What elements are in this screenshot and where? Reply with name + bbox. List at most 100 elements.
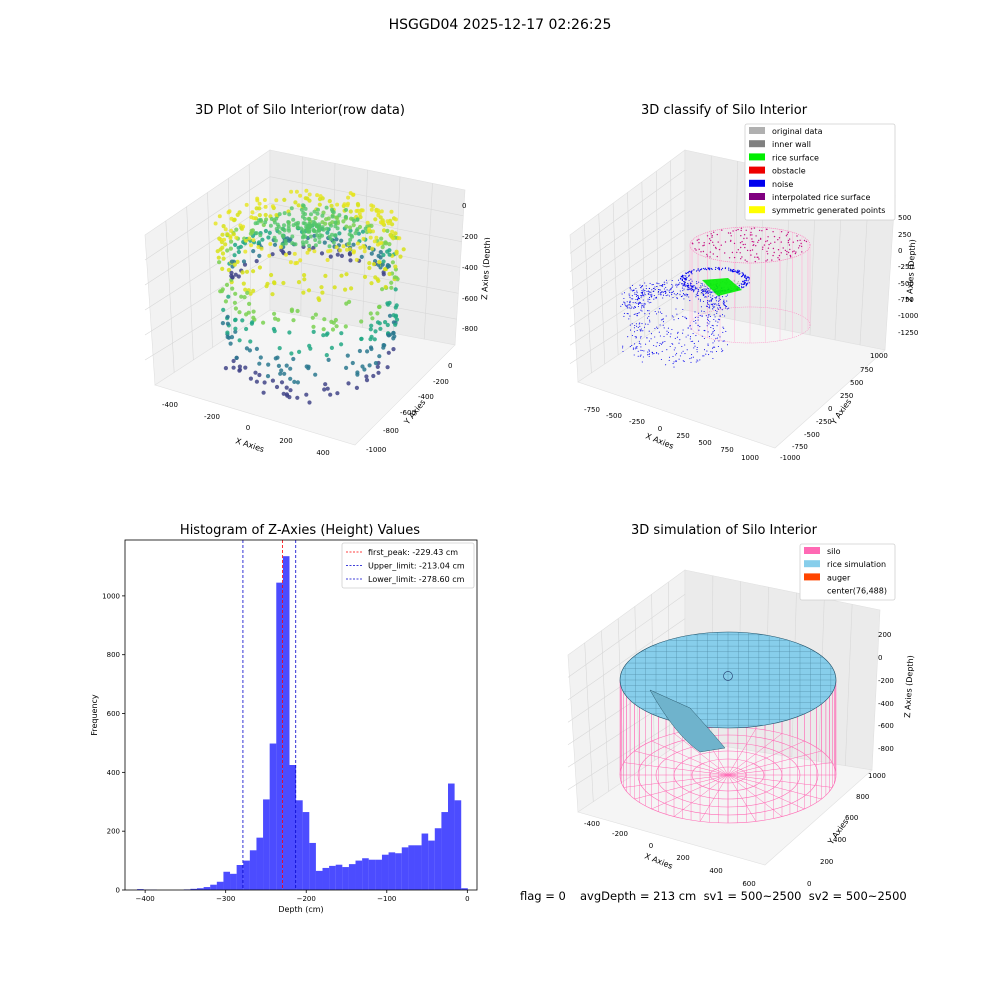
original-point (700, 286, 702, 288)
noise-point (629, 302, 631, 304)
noise-point (745, 285, 747, 287)
original-point (700, 289, 702, 291)
noise-point (681, 283, 683, 285)
surface-point (300, 240, 305, 245)
noise-point (677, 284, 679, 286)
legend-label: auger (827, 573, 851, 582)
noise-point (675, 294, 677, 296)
noise-point (646, 317, 649, 319)
noise-point (736, 270, 738, 272)
noise-point (695, 294, 697, 296)
noise-point (688, 274, 690, 276)
grid-line (569, 289, 686, 364)
noise-point (676, 286, 678, 288)
surface-point (308, 224, 313, 228)
original-point (704, 289, 706, 291)
noise-point (694, 287, 696, 289)
z-tick: -500 (898, 280, 914, 288)
noise-point (744, 283, 746, 285)
surface-point (251, 216, 256, 221)
noise-point (708, 323, 710, 325)
noise-point (690, 340, 692, 343)
noise-point (721, 309, 723, 311)
noise-point (647, 323, 649, 325)
x-tick-label: −200 (297, 895, 316, 903)
surface-point (303, 234, 308, 239)
data-point (221, 256, 226, 261)
noise-point (634, 335, 636, 338)
noise-point (648, 293, 650, 296)
data-point (360, 364, 365, 369)
noise-point (657, 327, 659, 329)
data-point (401, 247, 406, 252)
interpolated-point (712, 253, 714, 255)
noise-point (698, 298, 700, 300)
noise-point (712, 347, 714, 349)
interpolated-point (745, 229, 747, 231)
interpolated-point (756, 253, 758, 255)
data-point (235, 259, 240, 264)
noise-point (677, 332, 679, 334)
noise-point (663, 290, 665, 293)
noise-point (744, 274, 747, 276)
noise-point (679, 290, 681, 292)
data-point (348, 258, 353, 263)
y-tick-label: 800 (107, 651, 120, 659)
noise-point (706, 301, 709, 303)
noise-point (640, 346, 642, 348)
noise-point (698, 312, 700, 314)
noise-point (722, 349, 724, 351)
noise-point (685, 272, 687, 274)
noise-point (634, 302, 636, 304)
interpolated-point (766, 259, 769, 261)
surface-point (320, 213, 325, 218)
data-point (307, 400, 312, 405)
noise-point (687, 293, 689, 296)
data-point (387, 242, 392, 247)
histogram-bar (197, 888, 204, 890)
interpolated-point (767, 247, 770, 249)
noise-point (716, 312, 718, 315)
noise-point (642, 294, 644, 296)
surface-point (390, 229, 395, 234)
x-tick: 0 (649, 842, 653, 850)
data-point (369, 346, 374, 352)
histogram-bar (315, 870, 323, 890)
noise-point (676, 336, 678, 338)
silo-floor-spoke (727, 728, 757, 776)
surface-point (218, 237, 223, 242)
noise-point (689, 288, 691, 290)
data-point (228, 246, 233, 251)
data-point (387, 252, 392, 257)
noise-point (703, 355, 705, 357)
data-point (303, 196, 308, 201)
noise-point (737, 269, 739, 271)
legend-label: first_peak: -229.43 cm (368, 548, 458, 557)
noise-point (663, 288, 665, 290)
noise-point (721, 296, 724, 298)
noise-point (643, 306, 645, 308)
data-point (381, 345, 386, 350)
grid-line (165, 220, 175, 373)
noise-point (633, 313, 635, 316)
data-point (250, 228, 255, 233)
noise-point (653, 298, 655, 300)
data-point (242, 295, 247, 300)
legend-swatch (749, 179, 765, 187)
x-tick: -200 (204, 413, 220, 421)
noise-point (647, 300, 649, 302)
interpolated-point (766, 228, 768, 231)
noise-point (716, 304, 718, 306)
data-point (272, 242, 278, 247)
noise-point (629, 346, 631, 348)
noise-point (661, 350, 663, 352)
data-point (307, 343, 312, 348)
data-point (238, 244, 243, 249)
data-point (257, 213, 262, 218)
z-tick: -200 (878, 677, 894, 685)
noise-point (715, 296, 717, 298)
data-point (367, 363, 372, 368)
interpolated-point (789, 255, 792, 257)
noise-point (723, 340, 725, 342)
